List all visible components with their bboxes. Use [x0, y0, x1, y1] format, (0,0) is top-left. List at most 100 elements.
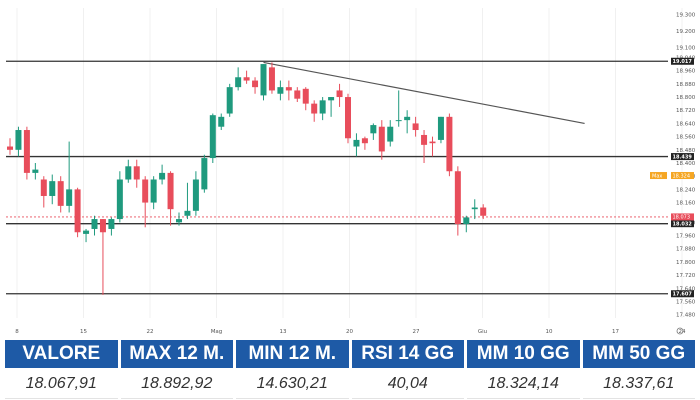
candle-up [108, 219, 115, 229]
candle-up [159, 172, 166, 180]
stat-max-12m: MAX 12 M. 18.892,92 [120, 340, 233, 399]
candle-down [345, 97, 351, 139]
candle-down [361, 138, 368, 144]
y-tick-label: 17.560 [676, 300, 696, 306]
y-tick-label: 18.400 [676, 161, 696, 167]
clock-icon [676, 327, 684, 335]
candle-up [176, 219, 182, 223]
stat-header: RSI 14 GG [351, 340, 464, 368]
x-tick-label: 17 [612, 329, 619, 335]
candle-up [463, 217, 470, 225]
candle-up [125, 166, 132, 180]
candle-up [66, 189, 73, 206]
candle-up [319, 100, 326, 114]
stat-header: MM 50 GG [582, 340, 695, 368]
candle-down [243, 77, 250, 81]
candle-down [336, 90, 343, 98]
level-tag [671, 220, 694, 228]
x-tick-label: 8 [15, 329, 19, 335]
candle-up [353, 139, 360, 147]
candle-down [294, 90, 301, 99]
y-tick-label: 17.640 [676, 286, 696, 292]
y-tick-label: 18.720 [676, 108, 696, 114]
level-tag [671, 290, 694, 298]
candlestick-chart: 8 15 22 Mag 13 20 27 Giu 10 17 24 17.480 17.560 17.64… [6, 8, 696, 335]
candle-down [285, 87, 292, 91]
candle-down [142, 179, 149, 203]
max-price-label: 18.324 [673, 173, 691, 179]
candle-down [74, 189, 81, 233]
x-tick-label: 20 [346, 329, 353, 335]
candle-down [57, 181, 64, 206]
stat-header: VALORE [5, 340, 118, 368]
stat-mm-10gg: MM 10 GG 18.324,14 [467, 340, 580, 399]
x-tick-label: 22 [147, 329, 154, 335]
candle-up [387, 126, 394, 142]
level-label: 18.032 [673, 221, 693, 227]
stat-value: 18.067,91 [5, 370, 118, 399]
y-tick-label: 18.880 [676, 82, 696, 88]
candle-up [150, 179, 157, 203]
y-tick-label: 17.800 [676, 260, 696, 266]
candle-down [311, 103, 318, 114]
y-tick-label: 19.100 [676, 46, 696, 52]
stat-value: 18.324,14 [467, 370, 580, 399]
level-label: 19.017 [673, 59, 693, 65]
chart-svg: 8 15 22 Mag 13 20 27 Giu 10 17 24 17.480 17.560 17.64… [6, 8, 696, 335]
x-tick-label: 15 [80, 329, 87, 335]
x-tick-label: 24 [679, 329, 686, 335]
x-tick-label: Mag [211, 329, 223, 335]
stats-header-row: VALORE 18.067,91 MAX 12 M. 18.892,92 MIN… [5, 340, 695, 399]
candle-up [471, 207, 478, 210]
stat-value: 40,04 [351, 370, 464, 399]
level-label: 18.439 [673, 154, 693, 160]
y-tick-label: 18.640 [676, 121, 696, 127]
stat-valore: VALORE 18.067,91 [5, 340, 118, 399]
stats-table: VALORE 18.067,91 MAX 12 M. 18.892,92 MIN… [5, 340, 695, 399]
stat-min-12m: MIN 12 M. 14.630,21 [236, 340, 349, 399]
candle-up [184, 210, 191, 216]
candle-down [23, 130, 30, 173]
candle-up [83, 230, 90, 234]
candle-up [437, 116, 444, 140]
y-tick-label: 18.480 [676, 148, 696, 154]
candle-down [99, 219, 106, 233]
max-price-tag [671, 172, 694, 180]
candle-down [412, 123, 419, 131]
candle-up [209, 115, 216, 159]
stat-header: MM 10 GG [467, 340, 580, 368]
candle-up [370, 125, 377, 134]
y-tick-label: 18.240 [676, 187, 696, 193]
candle-up [91, 219, 98, 229]
y-tick-label: 17.480 [676, 313, 696, 319]
stat-header: MIN 12 M. [236, 340, 349, 368]
stat-value: 14.630,21 [236, 370, 349, 399]
y-tick-label: 17.880 [676, 247, 696, 253]
candle-up [32, 169, 39, 173]
candle-down [268, 67, 275, 91]
x-tick-label: 27 [413, 329, 420, 335]
candle-down [454, 171, 461, 225]
candle-up [192, 179, 199, 211]
level-label: 17.607 [673, 292, 693, 298]
candle-down [480, 207, 487, 216]
candle-up [49, 181, 56, 196]
candle-up [201, 158, 208, 190]
x-tick-label: 10 [546, 329, 553, 335]
candle-down [167, 172, 174, 210]
y-tick-label: 18.800 [676, 95, 696, 101]
candle-down [302, 88, 309, 104]
candle-down [7, 146, 13, 150]
candle-up [235, 77, 242, 88]
max-marker-tag [650, 172, 667, 180]
candle-down [133, 166, 140, 180]
y-tick-label: 17.720 [676, 273, 696, 279]
candle-up [15, 130, 22, 150]
y-tick-label: 19.200 [676, 29, 696, 35]
max-marker-text: Max [652, 173, 662, 179]
candle-down [429, 141, 436, 144]
candle-up [116, 179, 123, 220]
candle-down [446, 116, 453, 172]
candle-up [277, 87, 284, 94]
candle-down [421, 134, 428, 145]
